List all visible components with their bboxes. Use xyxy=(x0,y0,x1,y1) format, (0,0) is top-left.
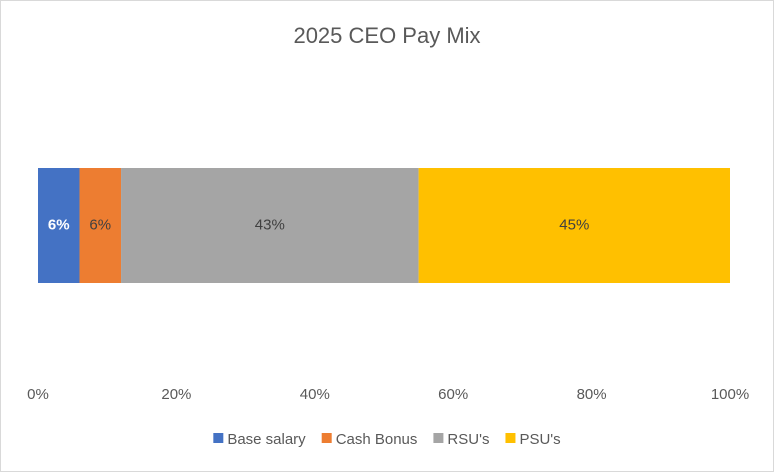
x-tick-label: 80% xyxy=(577,386,607,403)
data-label: 6% xyxy=(89,216,111,233)
bar-segment xyxy=(38,168,80,283)
bar-segment xyxy=(418,168,730,283)
legend-swatch xyxy=(213,433,224,443)
data-label: 45% xyxy=(559,216,589,233)
x-tick-label: 0% xyxy=(27,386,49,403)
legend-swatch xyxy=(505,433,516,443)
legend-label: PSU's xyxy=(519,431,560,448)
legend-swatch xyxy=(321,433,332,443)
legend-swatch xyxy=(433,433,444,443)
chart-title: 2025 CEO Pay Mix xyxy=(293,23,480,48)
x-tick-label: 40% xyxy=(300,386,330,403)
x-tick-label: 60% xyxy=(438,386,468,403)
data-label: 43% xyxy=(255,216,285,233)
legend-label: Base salary xyxy=(227,431,306,448)
legend-label: Cash Bonus xyxy=(336,431,418,448)
legend-label: RSU's xyxy=(447,431,489,448)
x-tick-label: 20% xyxy=(161,386,191,403)
x-tick-label: 100% xyxy=(711,386,749,403)
data-label: 6% xyxy=(48,216,70,233)
bar-segment xyxy=(121,168,419,283)
bar-segment xyxy=(79,168,122,283)
